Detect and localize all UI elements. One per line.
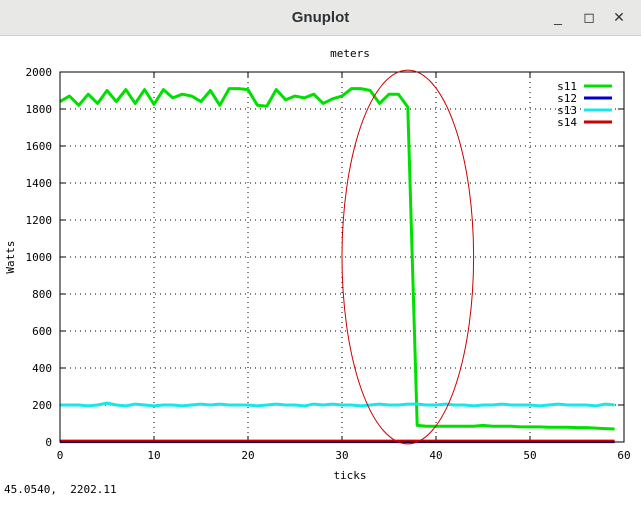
y-tick-label: 2000 [26, 66, 53, 79]
y-tick-label: 1400 [26, 177, 53, 190]
y-tick-label: 1800 [26, 103, 53, 116]
x-tick-label: 40 [429, 449, 442, 462]
y-axis-label: Watts [4, 240, 17, 273]
y-tick-label: 1600 [26, 140, 53, 153]
x-tick-label: 50 [523, 449, 536, 462]
chart-title: meters [330, 47, 370, 60]
series-line-s11 [59, 87, 615, 431]
legend-label-s12: s12 [557, 92, 577, 105]
x-axis-label: ticks [333, 469, 366, 482]
chart-svg: 0 10 20 30 40 50 60020040060080010001200140016… [4, 47, 631, 482]
legend-label-s13: s13 [557, 104, 577, 117]
window-title: Gnuplot [291, 9, 350, 26]
x-tick-label: 10 [147, 449, 160, 462]
legend-label-s14: s14 [557, 116, 577, 129]
plot-frame [59, 71, 625, 443]
plot-canvas[interactable]: 0 10 20 30 40 50 60 0 200 400 600 800 1000 1200 1400 16… [0, 36, 641, 501]
x-tick-label: 20 [241, 449, 254, 462]
maximize-icon[interactable]: ◻ [583, 9, 595, 25]
y-tick-label: 0 [45, 436, 52, 449]
title-bar[interactable]: Gnuplot _ ◻ ✕ [0, 0, 641, 36]
x-tick-label: 60 [617, 449, 630, 462]
y-tick-label: 800 [32, 288, 52, 301]
x-tick-label: 30 [335, 449, 348, 462]
y-tick-label: 600 [32, 325, 52, 338]
close-icon[interactable]: ✕ [613, 9, 625, 25]
y-tick-label: 400 [32, 362, 52, 375]
series-line-s13 [60, 401, 615, 408]
legend-label-s11: s11 [557, 80, 577, 93]
y-tick-label: 1200 [26, 214, 53, 227]
y-tick-label: 1000 [26, 251, 53, 264]
mouse-coordinates-readout: 45.0540, 2202.11 [4, 483, 117, 496]
y-tick-label: 200 [32, 399, 52, 412]
x-tick-label: 0 [57, 449, 64, 462]
minimize-icon[interactable]: _ [554, 9, 562, 25]
annotation-ellipse [341, 69, 475, 445]
